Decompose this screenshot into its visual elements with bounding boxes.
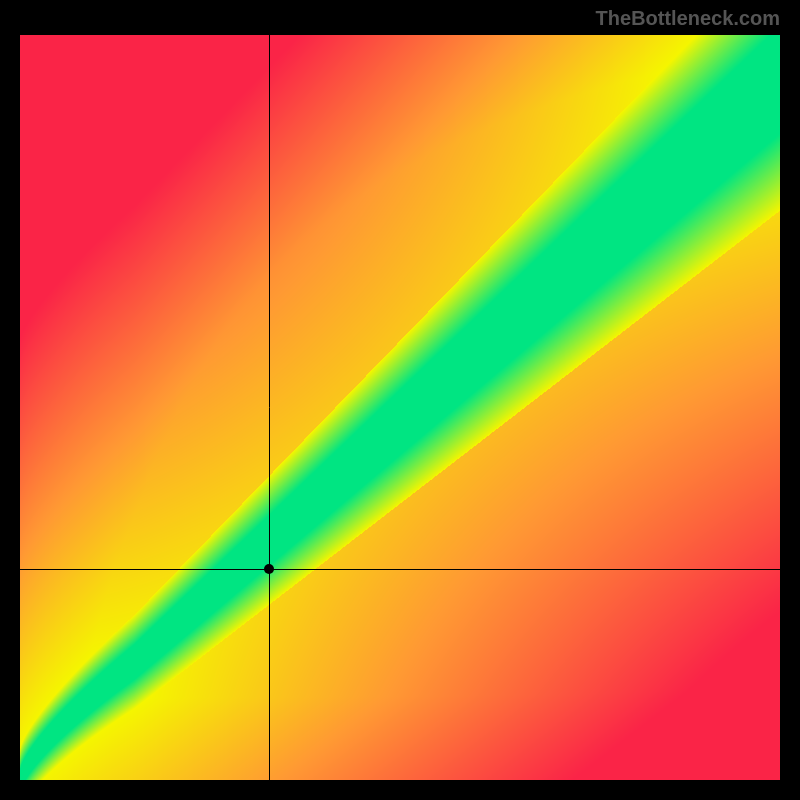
heatmap-canvas <box>20 35 780 780</box>
chart-container: TheBottleneck.com <box>0 0 800 800</box>
heatmap-plot-area <box>20 35 780 780</box>
watermark-text: TheBottleneck.com <box>596 8 780 31</box>
